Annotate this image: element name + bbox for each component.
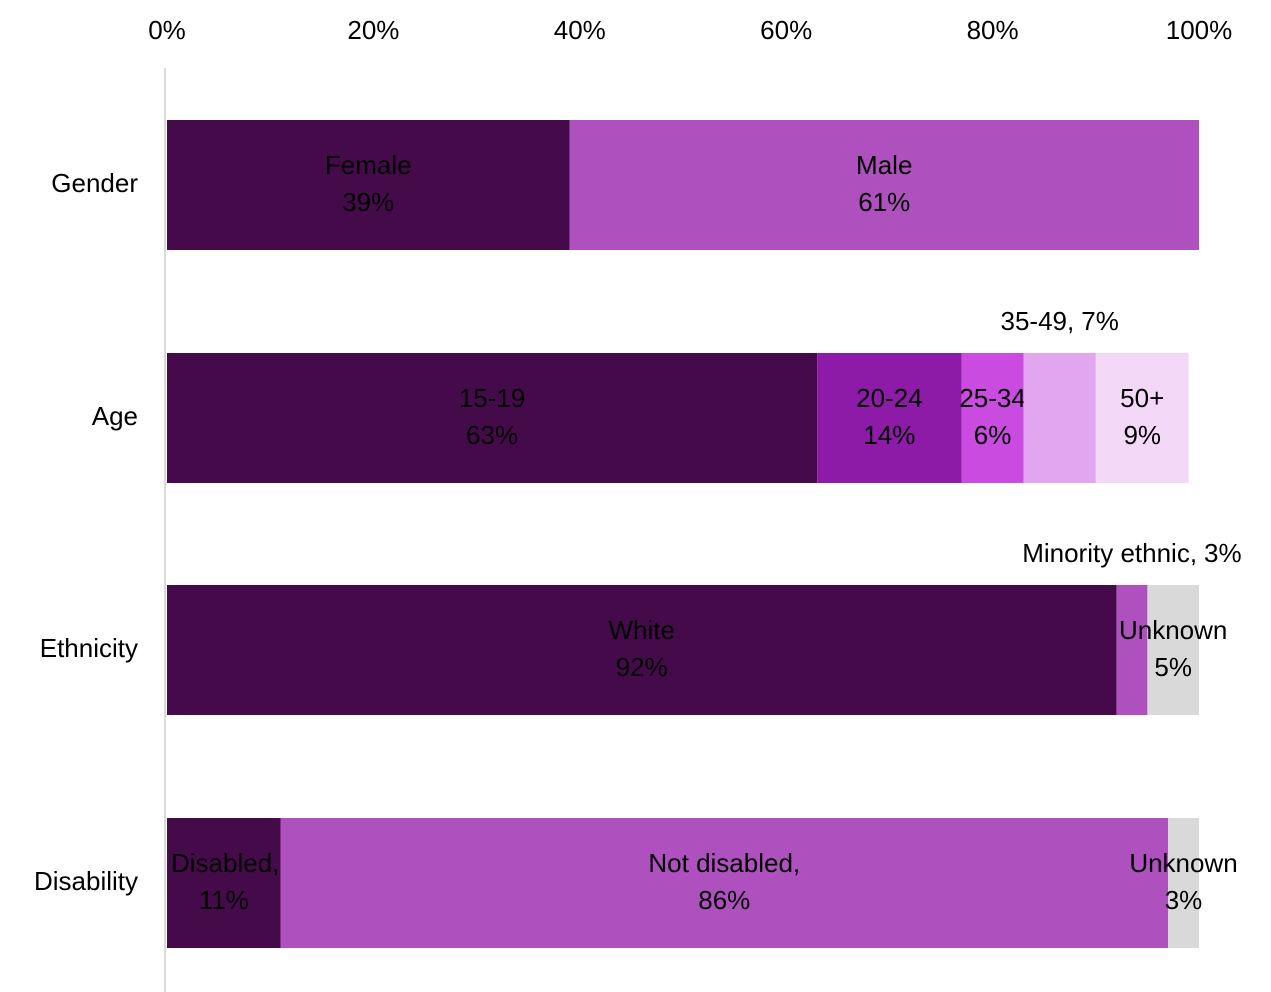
data-label-value: 3% xyxy=(1165,885,1203,915)
data-label-value: 92% xyxy=(616,652,668,682)
bar-segment xyxy=(167,120,570,250)
bar-segment xyxy=(961,353,1024,483)
data-label-name: Not disabled, xyxy=(648,848,800,878)
data-label-value: 6% xyxy=(974,420,1012,450)
bar-segment xyxy=(167,585,1117,715)
data-label-name: White xyxy=(608,615,674,645)
data-label-name: Minority ethnic, xyxy=(1022,538,1197,568)
x-tick-label: 20% xyxy=(347,15,399,45)
data-label-value: 86% xyxy=(698,885,750,915)
category-label: Age xyxy=(92,401,138,431)
data-label-name: Disabled, xyxy=(171,848,279,878)
bar-segment xyxy=(817,353,962,483)
bar-segment xyxy=(1095,353,1189,483)
bar-segment xyxy=(1147,585,1199,715)
data-label-name: 50+ xyxy=(1120,383,1164,413)
data-label-name: 20-24 xyxy=(856,383,923,413)
x-tick-label: 60% xyxy=(760,15,812,45)
data-label-name: 35-49, xyxy=(1001,306,1075,336)
x-tick-label: 80% xyxy=(967,15,1019,45)
data-label-value: 5% xyxy=(1154,652,1192,682)
x-tick-label: 0% xyxy=(148,15,186,45)
data-label-value: 14% xyxy=(863,420,915,450)
bar-segment xyxy=(1116,585,1148,715)
category-label: Disability xyxy=(34,866,138,896)
category-label: Ethnicity xyxy=(40,633,138,663)
data-label: Minority ethnic, 3% xyxy=(1022,538,1241,568)
data-label-value: 7% xyxy=(1081,306,1119,336)
bar-segment xyxy=(280,818,1169,948)
x-tick-label: 40% xyxy=(554,15,606,45)
data-label-name: Female xyxy=(325,150,412,180)
category-label: Gender xyxy=(51,168,138,198)
data-label-value: 9% xyxy=(1123,420,1161,450)
data-label-value: 63% xyxy=(466,420,518,450)
data-label-name: 15-19 xyxy=(459,383,526,413)
data-label-name: Unknown xyxy=(1129,848,1237,878)
bar-segment xyxy=(167,353,818,483)
data-label-value: 61% xyxy=(858,187,910,217)
data-label-name: Male xyxy=(856,150,912,180)
data-label-value: 11% xyxy=(199,885,249,915)
data-label: 35-49, 7% xyxy=(1001,306,1119,336)
data-label-value: 3% xyxy=(1204,538,1242,568)
x-tick-label: 100% xyxy=(1166,15,1233,45)
bar-segment xyxy=(1168,818,1199,948)
bar-segment xyxy=(1023,353,1096,483)
data-label-name: 25-34 xyxy=(959,383,1026,413)
data-label-value: 39% xyxy=(342,187,394,217)
bar-segment xyxy=(167,818,281,948)
bar-segment xyxy=(569,120,1199,250)
data-label-name: Unknown xyxy=(1119,615,1227,645)
